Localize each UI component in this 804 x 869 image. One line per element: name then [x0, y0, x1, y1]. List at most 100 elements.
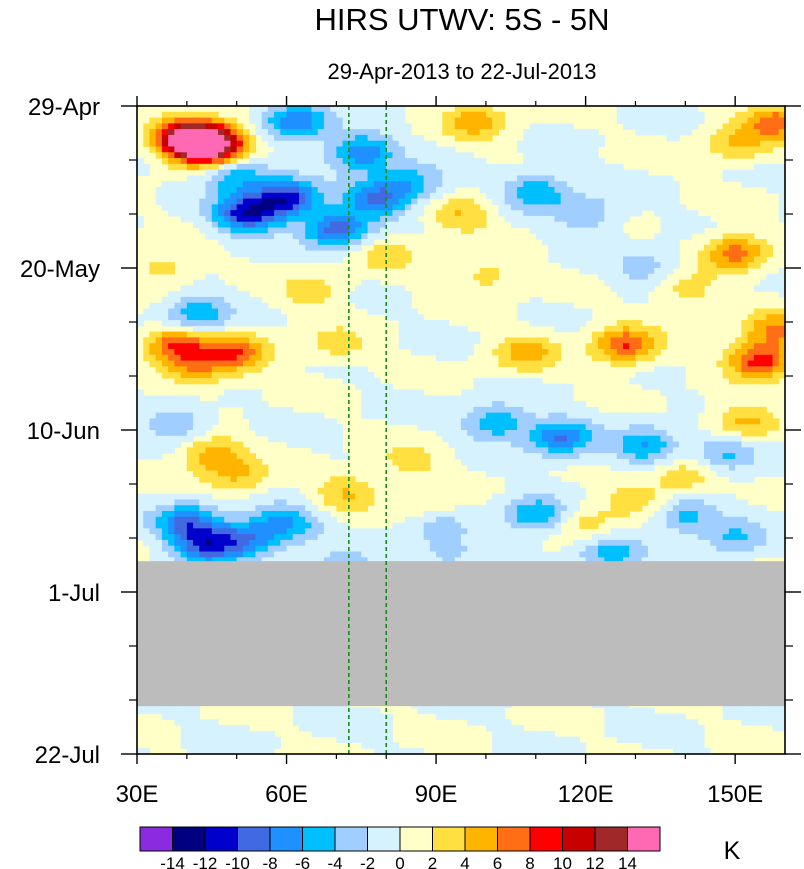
heatmap-cell: [461, 401, 468, 408]
heatmap-cell: [679, 511, 686, 518]
heatmap-cell: [728, 256, 736, 263]
heatmap-cell: [529, 464, 537, 472]
heatmap-cell: [398, 187, 406, 194]
heatmap-cell: [330, 233, 337, 240]
heatmap-cell: [292, 152, 300, 159]
heatmap-cell: [230, 453, 238, 460]
heatmap-cell: [193, 418, 200, 425]
heatmap-cell: [772, 528, 780, 535]
heatmap-cell: [560, 204, 568, 211]
heatmap-cell: [772, 337, 780, 344]
heatmap-cell: [317, 123, 325, 130]
heatmap-cell: [498, 470, 506, 477]
heatmap-cell: [267, 516, 275, 524]
heatmap-cell: [436, 406, 443, 414]
heatmap-cell: [423, 516, 431, 524]
heatmap-cell: [504, 337, 512, 344]
heatmap-cell: [722, 458, 730, 466]
heatmap-cell: [666, 117, 674, 124]
heatmap-cell: [535, 129, 543, 136]
heatmap-cell: [498, 539, 506, 547]
heatmap-cell: [299, 140, 306, 148]
heatmap-cell: [623, 291, 630, 298]
heatmap-cell: [716, 453, 724, 460]
heatmap-cell: [367, 111, 375, 119]
heatmap-cell: [380, 146, 387, 153]
heatmap-cell: [535, 377, 543, 385]
heatmap-cell: [355, 181, 362, 188]
heatmap-cell: [386, 181, 394, 188]
heatmap-cell: [274, 435, 281, 443]
heatmap-cell: [299, 215, 306, 223]
heatmap-cell: [660, 175, 668, 182]
heatmap-cell: [616, 551, 624, 558]
heatmap-cell: [242, 511, 250, 518]
heatmap-cell: [143, 395, 151, 402]
heatmap-cell: [529, 221, 537, 229]
heatmap-cell: [305, 129, 313, 136]
heatmap-cell: [647, 551, 655, 558]
heatmap-cell: [716, 441, 724, 448]
heatmap-cell: [299, 418, 306, 425]
heatmap-cell: [373, 215, 381, 223]
heatmap-cell: [323, 250, 331, 258]
heatmap-cell: [137, 511, 144, 518]
heatmap-cell: [604, 424, 612, 431]
heatmap-cell: [647, 262, 655, 269]
heatmap-cell: [236, 447, 244, 454]
heatmap-cell: [261, 239, 269, 246]
heatmap-cell: [311, 418, 319, 425]
heatmap-cell: [554, 175, 562, 182]
heatmap-cell: [205, 192, 213, 200]
heatmap-cell: [255, 187, 263, 194]
heatmap-cell: [535, 337, 543, 344]
heatmap-cell: [193, 175, 200, 182]
heatmap-cell: [261, 493, 269, 501]
heatmap-cell: [274, 418, 281, 425]
heatmap-cell: [641, 418, 649, 425]
heatmap-cell: [623, 296, 630, 304]
heatmap-cell: [722, 152, 730, 159]
heatmap-cell: [747, 134, 755, 142]
heatmap-cell: [467, 406, 475, 414]
heatmap-cell: [292, 539, 300, 547]
heatmap-cell: [635, 458, 643, 466]
heatmap-cell: [666, 233, 674, 240]
heatmap-cell: [529, 401, 537, 408]
heatmap-cell: [704, 250, 711, 258]
heatmap-cell: [604, 458, 612, 466]
heatmap-cell: [429, 406, 437, 414]
heatmap-cell: [174, 210, 182, 217]
heatmap-cell: [523, 516, 531, 524]
heatmap-cell: [186, 539, 194, 547]
heatmap-cell: [161, 331, 169, 339]
heatmap-cell: [436, 516, 443, 524]
heatmap-cell: [467, 152, 475, 159]
heatmap-cell: [672, 424, 680, 431]
heatmap-cell: [635, 192, 643, 200]
heatmap-cell: [292, 528, 300, 535]
heatmap-cell: [566, 505, 574, 512]
heatmap-cell: [710, 511, 718, 518]
heatmap-cell: [442, 430, 450, 437]
heatmap-cell: [323, 233, 331, 240]
heatmap-cell: [623, 279, 630, 286]
heatmap-cell: [523, 424, 531, 431]
heatmap-cell: [623, 106, 630, 113]
heatmap-cell: [504, 453, 512, 460]
heatmap-cell: [261, 244, 269, 252]
heatmap-cell: [286, 169, 294, 177]
heatmap-cell: [685, 528, 693, 535]
heatmap-cell: [566, 551, 574, 558]
heatmap-cell: [479, 268, 487, 275]
heatmap-cell: [523, 545, 531, 553]
heatmap-cell: [529, 227, 537, 234]
heatmap-cell: [323, 499, 331, 506]
heatmap-cell: [442, 395, 450, 402]
heatmap-cell: [280, 198, 288, 205]
heatmap-cell: [392, 250, 400, 258]
heatmap-cell: [554, 239, 562, 246]
heatmap-cell: [398, 395, 406, 402]
heatmap-cell: [286, 256, 294, 263]
heatmap-cell: [411, 320, 418, 327]
